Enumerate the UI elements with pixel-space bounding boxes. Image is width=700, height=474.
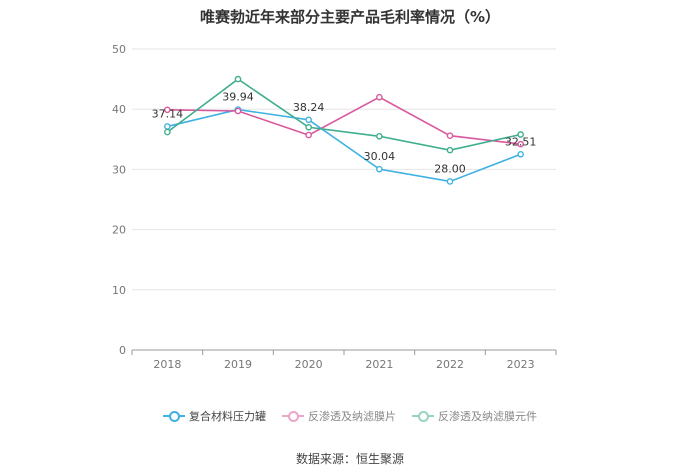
data-label: 37.14 bbox=[152, 107, 184, 120]
data-point bbox=[517, 131, 524, 138]
data-point bbox=[376, 165, 383, 173]
x-axis: 2018 2019 2020 2021 2022 2023 bbox=[131, 349, 557, 371]
data-point bbox=[376, 93, 383, 101]
legend-label: 复合材料压力罐 bbox=[189, 410, 266, 423]
data-labels: 37.14 39.94 38.24 30.04 28.00 32.51 bbox=[152, 91, 537, 176]
series-line bbox=[167, 108, 521, 183]
series-lines bbox=[164, 75, 524, 185]
x-tick-label: 2020 bbox=[295, 358, 323, 371]
legend-label: 反渗透及纳滤膜元件 bbox=[438, 410, 537, 423]
y-tick-label: 10 bbox=[112, 284, 126, 297]
data-point bbox=[376, 132, 383, 140]
data-label: 28.00 bbox=[434, 162, 466, 175]
data-point bbox=[164, 106, 171, 114]
legend-item[interactable]: 复合材料压力罐 bbox=[163, 408, 266, 424]
x-tick-label: 2023 bbox=[507, 358, 535, 371]
y-tick-label: 30 bbox=[112, 163, 126, 176]
legend-label: 反渗透及纳滤膜片 bbox=[308, 410, 396, 423]
data-point bbox=[164, 123, 171, 130]
data-point bbox=[305, 123, 312, 131]
legend-swatch bbox=[163, 411, 185, 422]
data-point bbox=[517, 150, 524, 158]
data-point bbox=[234, 75, 242, 83]
x-tick-label: 2019 bbox=[224, 358, 252, 371]
y-axis: 0 10 20 30 40 50 bbox=[112, 43, 126, 357]
y-tick-label: 20 bbox=[112, 224, 126, 237]
data-point bbox=[446, 146, 454, 154]
legend-swatch bbox=[282, 411, 304, 422]
chart-title: 唯赛勃近年来部分主要产品毛利率情况（%） bbox=[199, 8, 501, 26]
data-point bbox=[305, 116, 312, 124]
data-point bbox=[164, 128, 171, 136]
legend-swatch bbox=[412, 411, 434, 422]
legend-item[interactable]: 反渗透及纳滤膜片 bbox=[282, 408, 396, 424]
data-label: 39.94 bbox=[222, 91, 254, 104]
data-point bbox=[305, 131, 312, 139]
x-tick-label: 2018 bbox=[153, 358, 181, 371]
data-label: 38.24 bbox=[293, 101, 325, 114]
data-point bbox=[234, 107, 242, 115]
data-point bbox=[517, 140, 524, 148]
data-label: 32.51 bbox=[505, 135, 537, 148]
x-tick-label: 2022 bbox=[436, 358, 464, 371]
series-line bbox=[166, 78, 521, 151]
y-tick-label: 0 bbox=[119, 344, 126, 357]
source-note: 数据来源：恒生聚源 bbox=[295, 452, 404, 466]
y-tick-label: 40 bbox=[112, 103, 126, 116]
data-point bbox=[446, 132, 454, 139]
series-line bbox=[167, 96, 521, 145]
legend-item[interactable]: 反渗透及纳滤膜元件 bbox=[412, 408, 537, 424]
data-label: 30.04 bbox=[364, 150, 396, 163]
data-point bbox=[446, 178, 454, 185]
y-tick-label: 50 bbox=[112, 43, 126, 56]
legend: 复合材料压力罐 反渗透及纳滤膜片 反渗透及纳滤膜元件 bbox=[0, 408, 700, 424]
x-tick-label: 2021 bbox=[365, 358, 393, 371]
gridlines bbox=[132, 48, 556, 291]
